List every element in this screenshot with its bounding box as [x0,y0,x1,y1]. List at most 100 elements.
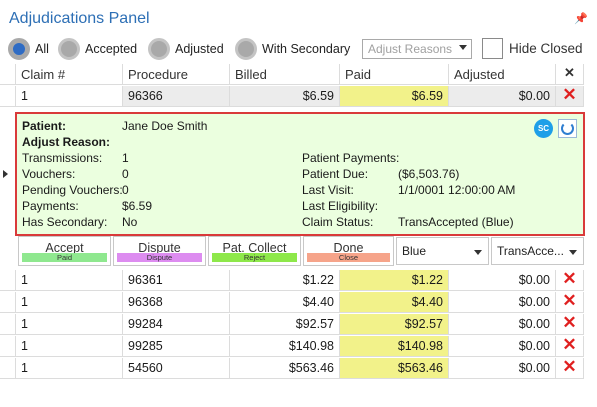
adjust-reasons-dropdown[interactable]: Adjust Reasons [362,39,472,59]
radio-dot-icon [58,38,80,60]
delete-row-icon[interactable]: ✕ [556,314,584,335]
filter-radio-with-secondary[interactable]: With Secondary [235,38,350,60]
status-select[interactable]: TransAcce... [491,237,584,265]
payments-label: Payments: [22,199,79,213]
patient-payments-label: Patient Payments: [302,151,400,165]
pat-collect-button[interactable]: Pat. Collect Reject [208,236,301,266]
cell-claim: 1 [16,270,123,291]
delete-row-icon[interactable]: ✕ [556,292,584,313]
close-color-strip: Close [307,253,390,262]
last-eligibility-label: Last Eligibility: [302,199,379,213]
accept-button[interactable]: Accept Paid [18,236,111,266]
button-label: Accept [45,241,84,255]
column-header-adjusted[interactable]: Adjusted [449,64,556,85]
filter-radio-label: Accepted [85,42,138,56]
dispute-button[interactable]: Dispute Dispute [113,236,206,266]
done-button[interactable]: Done Close [303,236,394,266]
cell-paid: $4.40 [340,292,449,313]
grid-header-row: Claim # Procedure Billed Paid Adjusted ✕ [0,64,597,85]
button-label: Done [333,241,364,255]
table-row[interactable]: 1 99284 $92.57 $92.57 $0.00 ✕ [0,314,597,335]
cell-claim: 1 [16,336,123,357]
row-expand-indicator-icon [3,170,8,178]
adjust-reasons-placeholder: Adjust Reasons [368,42,453,56]
pending-vouchers-value: 0 [122,183,129,197]
filter-radio-label: Adjusted [175,42,224,56]
has-secondary-value: No [122,215,138,229]
patient-name: Jane Doe Smith [122,119,208,133]
cell-adjusted: $0.00 [449,314,556,335]
table-row[interactable]: 1 96368 $4.40 $4.40 $0.00 ✕ [0,292,597,313]
chevron-down-icon [569,250,577,255]
row-indicator [0,86,16,107]
cell-procedure: 99285 [123,336,230,357]
filter-radio-label: With Secondary [262,42,351,56]
delete-row-icon[interactable]: ✕ [556,86,584,107]
patient-label: Patient: [22,119,67,133]
cell-paid: $6.59 [340,86,449,107]
panel-header: Adjudications Panel 📌 [0,0,597,36]
dispute-color-strip: Dispute [117,253,202,262]
table-row[interactable]: 1 54560 $563.46 $563.46 $0.00 ✕ [0,358,597,379]
cell-paid: $140.98 [340,336,449,357]
filter-bar: All Accepted Adjusted With Secondary Adj… [0,36,597,64]
vouchers-label: Vouchers: [22,167,76,181]
action-bar: Accept Paid Dispute Dispute Pat. Collect… [15,236,597,268]
color-select[interactable]: Blue [396,237,489,265]
payments-value: $6.59 [122,199,153,213]
cell-adjusted: $0.00 [449,270,556,291]
cell-paid: $92.57 [340,314,449,335]
cell-billed: $92.57 [230,314,340,335]
cell-claim: 1 [16,314,123,335]
adjust-reason-label: Adjust Reason: [22,135,111,149]
delete-row-icon[interactable]: ✕ [556,270,584,291]
row-indicator [0,270,16,291]
last-visit-label: Last Visit: [302,183,354,197]
patient-due-value: ($6,503.76) [398,167,460,181]
status-select-value: TransAcce... [497,244,564,258]
radio-dot-icon [235,38,257,60]
table-row[interactable]: 1 96361 $1.22 $1.22 $0.00 ✕ [0,270,597,291]
paid-color-strip: Paid [22,253,107,262]
table-row[interactable]: 1 99285 $140.98 $140.98 $0.00 ✕ [0,336,597,357]
column-header-billed[interactable]: Billed [230,64,340,85]
filter-radio-all[interactable]: All [8,38,49,60]
hide-closed-checkbox[interactable] [482,38,503,59]
pending-vouchers-label: Pending Vouchers: [22,183,123,197]
cell-adjusted: $0.00 [449,86,556,107]
column-header-procedure[interactable]: Procedure [123,64,230,85]
has-secondary-label: Has Secondary: [22,215,108,229]
column-header-paid[interactable]: Paid [340,64,449,85]
cell-procedure: 99284 [123,314,230,335]
reject-color-strip: Reject [212,253,297,262]
pin-icon[interactable]: 📌 [574,13,588,25]
delete-row-icon[interactable]: ✕ [556,336,584,357]
cell-claim: 1 [16,86,123,107]
cell-procedure: 96361 [123,270,230,291]
row-indicator [0,314,16,335]
cell-adjusted: $0.00 [449,358,556,379]
radio-dot-icon [8,38,30,60]
cell-billed: $4.40 [230,292,340,313]
vouchers-value: 0 [122,167,129,181]
filter-radio-accepted[interactable]: Accepted [58,38,137,60]
filter-radio-label: All [35,42,49,56]
claim-detail-panel: Patient: Jane Doe Smith Adjust Reason: T… [15,112,585,236]
cell-adjusted: $0.00 [449,292,556,313]
delete-row-icon[interactable]: ✕ [556,358,584,379]
cell-claim: 1 [16,292,123,313]
cell-procedure: 96366 [123,86,230,107]
chevron-down-icon [459,45,467,50]
patient-due-label: Patient Due: [302,167,369,181]
transmissions-label: Transmissions: [22,151,103,165]
sc-badge-icon[interactable]: SC [534,119,553,138]
filter-radio-adjusted[interactable]: Adjusted [148,38,224,60]
refresh-icon[interactable] [558,119,577,138]
table-row-selected[interactable]: 1 96366 $6.59 $6.59 $0.00 ✕ [0,86,597,107]
chevron-down-icon [474,250,482,255]
column-header-claim[interactable]: Claim # [16,64,123,85]
cell-billed: $6.59 [230,86,340,107]
delete-all-icon[interactable]: ✕ [556,64,584,85]
cell-paid: $1.22 [340,270,449,291]
hide-closed-label: Hide Closed [509,41,583,56]
